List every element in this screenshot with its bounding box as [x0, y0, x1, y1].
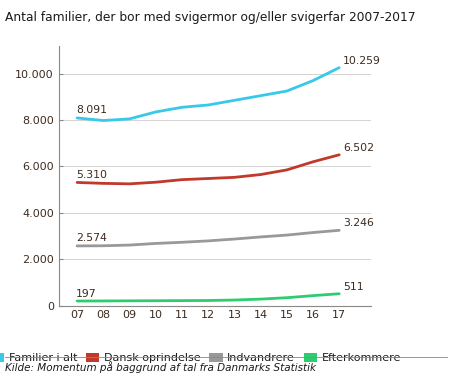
Text: Kilde: Momentum på baggrund af tal fra Danmarks Statistik: Kilde: Momentum på baggrund af tal fra D…	[5, 361, 315, 373]
Text: 6.502: 6.502	[342, 143, 373, 153]
Legend: Familier i alt, Dansk oprindelse, Indvandrere, Efterkommere: Familier i alt, Dansk oprindelse, Indvan…	[0, 348, 405, 367]
Text: 197: 197	[76, 289, 96, 299]
Text: 3.246: 3.246	[342, 219, 373, 228]
Text: 5.310: 5.310	[76, 170, 106, 180]
Text: 2.574: 2.574	[76, 233, 106, 243]
Text: Antal familier, der bor med svigermor og/eller svigerfar 2007-2017: Antal familier, der bor med svigermor og…	[5, 11, 414, 24]
Text: 8.091: 8.091	[76, 105, 106, 115]
Text: 511: 511	[342, 282, 363, 292]
Text: 10.259: 10.259	[342, 56, 380, 66]
